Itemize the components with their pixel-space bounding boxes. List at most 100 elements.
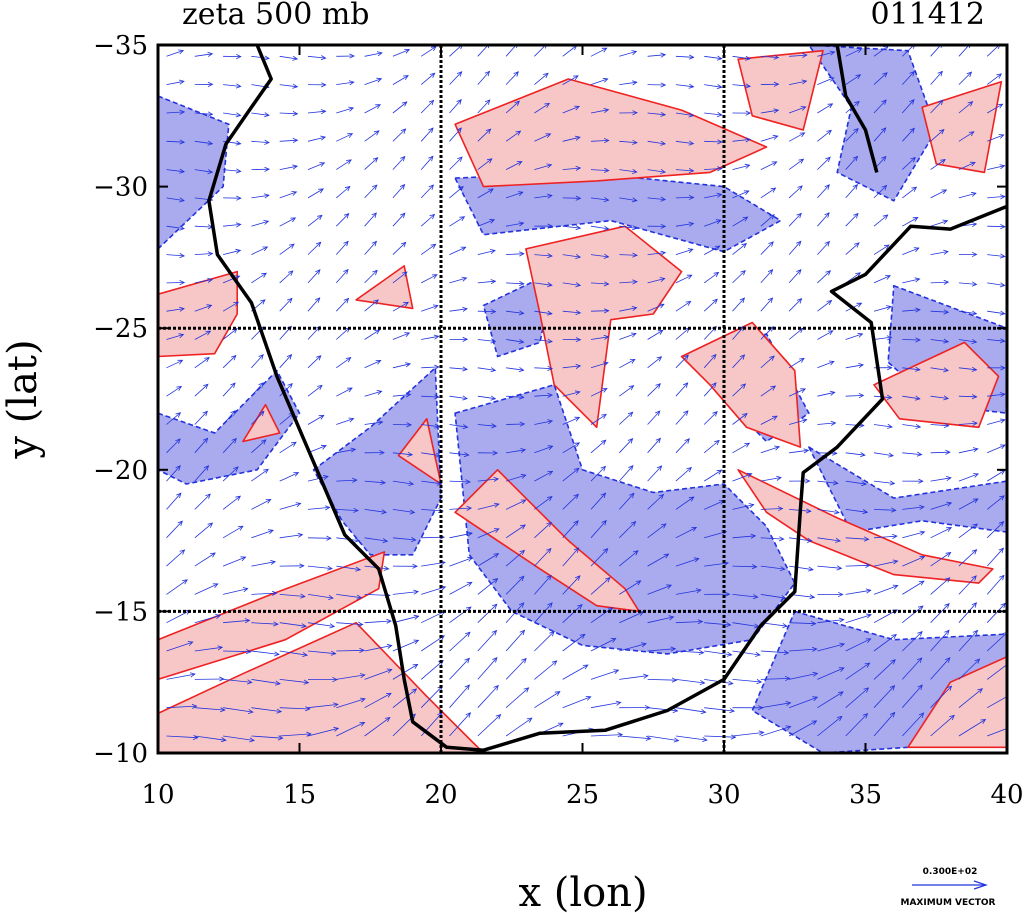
wind-vector-head <box>384 716 391 723</box>
wind-vector-head <box>745 137 752 143</box>
wind-vector-head <box>515 130 522 136</box>
wind-vector-head <box>999 338 1006 344</box>
wind-vector <box>307 594 334 599</box>
wind-vector-head <box>207 522 214 528</box>
wind-vector-head <box>865 613 872 619</box>
positive-region-9 <box>737 468 994 584</box>
wind-vector <box>732 164 750 170</box>
wind-vector-head <box>264 55 270 61</box>
wind-vector-head <box>316 214 323 220</box>
wind-vector <box>788 327 804 340</box>
wind-vector-head <box>943 338 950 344</box>
wind-vector <box>307 355 322 369</box>
wind-vector <box>590 734 623 737</box>
wind-vector <box>251 529 274 539</box>
wind-vector-head <box>207 51 214 57</box>
wind-vector-head <box>688 168 695 174</box>
wind-vector-head <box>660 52 667 58</box>
wind-vector-head <box>865 562 871 568</box>
x-axis-title: x (lon) <box>518 870 647 913</box>
wind-vector <box>958 101 973 114</box>
wind-vector-head <box>801 52 808 58</box>
wind-vector-head <box>660 223 667 229</box>
wind-vector <box>958 549 977 567</box>
wind-vector <box>421 562 446 567</box>
wind-vector <box>392 394 411 397</box>
wind-vector <box>902 157 916 170</box>
wind-vector-head <box>260 299 266 305</box>
wind-vector <box>392 639 419 652</box>
wind-vector-head <box>466 531 473 537</box>
wind-vector-head <box>495 713 502 720</box>
wind-vector <box>505 687 529 708</box>
wind-vector <box>562 520 579 539</box>
wind-vector <box>420 184 434 199</box>
wind-vector <box>222 275 240 284</box>
wind-vector <box>704 562 729 567</box>
wind-vector-head <box>177 359 184 365</box>
wind-vector <box>336 327 350 340</box>
wind-vector-head <box>632 139 638 145</box>
wind-vector-head <box>547 392 554 398</box>
wind-vector <box>590 414 607 425</box>
wind-vector-head <box>946 527 953 532</box>
wind-vector-head <box>968 131 975 137</box>
wind-vector <box>166 169 185 173</box>
wind-vector <box>817 361 835 369</box>
wind-vector-head <box>971 222 978 228</box>
wind-vector-head <box>575 282 582 288</box>
wind-vector <box>732 594 758 598</box>
wind-vector <box>788 185 803 199</box>
wind-vector <box>279 55 298 60</box>
wind-vector <box>675 558 699 567</box>
wind-vector <box>845 242 860 255</box>
wind-vector <box>336 565 361 571</box>
wind-vector-head <box>219 707 226 713</box>
wind-vector <box>930 71 943 85</box>
wind-vector <box>505 717 533 737</box>
wind-vector-head <box>306 731 312 737</box>
wind-vector-head <box>602 548 609 554</box>
wind-vector-head <box>944 603 950 609</box>
wind-vector-head <box>346 159 352 165</box>
wind-vector-head <box>628 385 635 391</box>
wind-vector-head <box>967 101 974 107</box>
wind-vector-head <box>863 536 870 542</box>
wind-vector <box>986 495 1005 510</box>
wind-vector <box>845 364 864 369</box>
wind-vector-head <box>938 129 945 135</box>
wind-vector-head <box>263 193 270 199</box>
wind-vector <box>251 439 267 454</box>
wind-vector-head <box>688 83 695 89</box>
wind-vector <box>619 281 638 284</box>
wind-vector <box>902 339 921 341</box>
wind-vector-head <box>207 277 214 283</box>
wind-vector <box>817 537 841 542</box>
wind-vector-head <box>343 297 350 304</box>
wind-vector <box>449 71 462 85</box>
wind-vector <box>506 253 524 255</box>
wind-vector-head <box>359 722 366 727</box>
wind-vector <box>449 367 468 370</box>
wind-vector <box>251 468 269 482</box>
wind-vector <box>449 246 466 255</box>
wind-vector-head <box>971 366 978 372</box>
wind-vector <box>166 197 185 201</box>
wind-vector-head <box>711 353 717 360</box>
wind-vector-head <box>207 140 214 146</box>
wind-vector-head <box>179 253 186 259</box>
wind-vector-head <box>220 737 227 743</box>
wind-vector <box>647 252 666 255</box>
wind-vector-head <box>917 684 923 691</box>
wind-vector-head <box>462 336 469 342</box>
wind-vector <box>477 528 500 539</box>
wind-vector <box>562 604 583 623</box>
wind-vector <box>760 187 776 199</box>
wind-vector-head <box>603 197 610 203</box>
wind-vector <box>534 282 552 286</box>
wind-vector-head <box>758 730 765 736</box>
wind-vector-head <box>971 394 978 400</box>
wind-vector <box>987 444 1006 454</box>
wind-vector <box>364 78 382 85</box>
wind-vector <box>675 467 692 482</box>
